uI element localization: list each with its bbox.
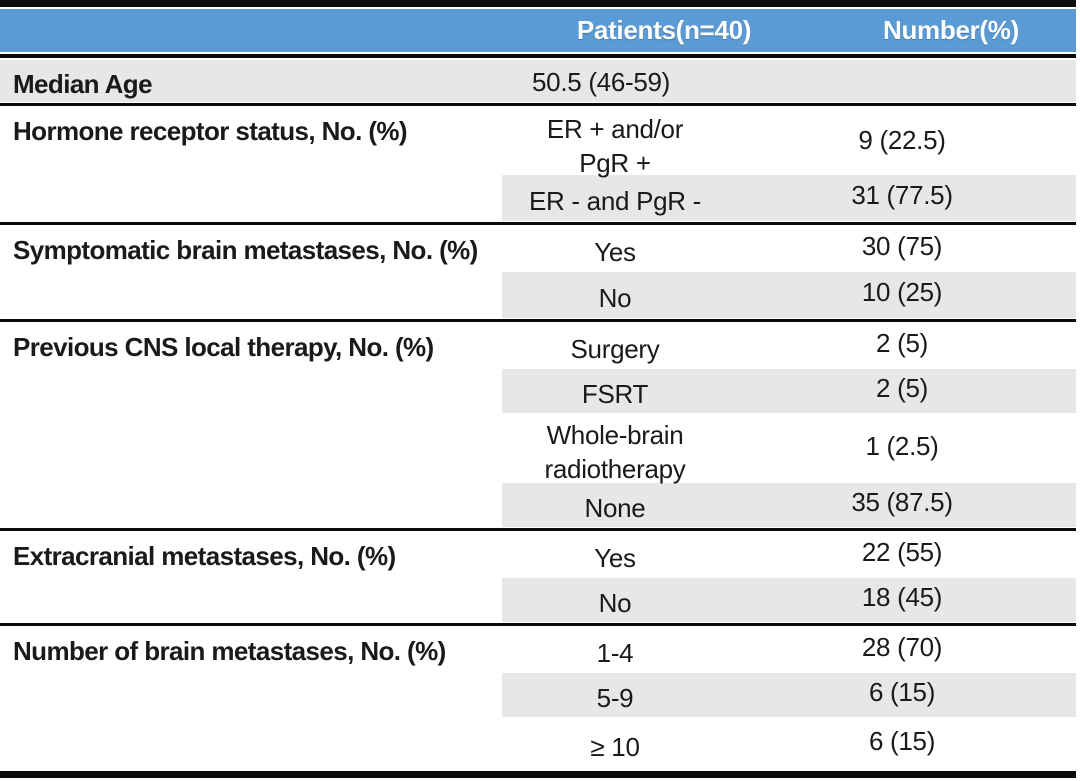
number-cell: 2 (5) [876, 372, 928, 403]
section-number-of-brain-metastases: Number of brain metastases, No. (%) 1-4 … [0, 627, 1076, 771]
table-row: ≥ 10 6 (15) [502, 717, 1076, 771]
patients-cell: No [598, 587, 632, 618]
table-row: Whole-brain radiotherapy 1 (2.5) [502, 413, 1076, 484]
section-divider [0, 222, 1076, 225]
table-row: No 18 (45) [502, 578, 1076, 622]
table-header-row: Patients(n=40) Number(%) [0, 9, 1076, 52]
header-divider [0, 54, 1076, 58]
section-label: Hormone receptor status, No. (%) [0, 107, 502, 221]
number-cell: 18 (45) [861, 581, 943, 612]
section-divider [0, 103, 1076, 106]
section-label: Previous CNS local therapy, No. (%) [0, 323, 502, 527]
header-patients: Patients(n=40) [576, 15, 752, 45]
patients-cell: None [584, 492, 646, 523]
table-top-border [0, 0, 1076, 7]
patients-cell: No [598, 282, 632, 313]
number-cell: 6 (15) [868, 725, 936, 756]
patients-cell: ER + and/or PgR + [546, 114, 684, 178]
section-divider [0, 319, 1076, 322]
section-median-age: Median Age 50.5 (46-59) [0, 60, 1076, 102]
section-hormone-receptor-status: Hormone receptor status, No. (%) ER + an… [0, 107, 1076, 221]
table-row: None 35 (87.5) [502, 483, 1076, 527]
patients-cell: 1-4 [596, 637, 634, 668]
table-row: ER + and/or PgR + 9 (22.5) [502, 107, 1076, 178]
patients-cell: Yes [594, 236, 636, 267]
table-row: ER - and PgR - 31 (77.5) [502, 175, 1076, 221]
section-divider [0, 528, 1076, 531]
section-label: Median Age [0, 60, 502, 102]
number-cell: 2 (5) [876, 327, 928, 358]
number-cell: 22 (55) [861, 536, 943, 567]
section-previous-cns-local-therapy: Previous CNS local therapy, No. (%) Surg… [0, 323, 1076, 527]
section-divider [0, 623, 1076, 626]
number-cell: 30 (75) [861, 230, 943, 261]
section-label: Number of brain metastases, No. (%) [0, 627, 502, 771]
header-number: Number(%) [883, 15, 1019, 45]
table-row: Yes 22 (55) [502, 532, 1076, 578]
table-row: No 10 (25) [502, 272, 1076, 318]
table-row: 1-4 28 (70) [502, 627, 1076, 673]
number-cell: 6 (15) [868, 676, 936, 707]
table-bottom-border [0, 771, 1076, 778]
table-row: FSRT 2 (5) [502, 369, 1076, 413]
table-row: Surgery 2 (5) [502, 323, 1076, 369]
patients-cell: Whole-brain radiotherapy [544, 420, 686, 484]
table-row: 5-9 6 (15) [502, 673, 1076, 717]
patients-cell: Yes [594, 542, 636, 573]
number-cell: 1 (2.5) [865, 431, 939, 461]
number-cell: 31 (77.5) [851, 179, 953, 210]
table-row: Yes 30 (75) [502, 226, 1076, 272]
number-cell: 9 (22.5) [858, 125, 946, 155]
section-extracranial-metastases: Extracranial metastases, No. (%) Yes 22 … [0, 532, 1076, 622]
number-cell: 28 (70) [861, 631, 943, 662]
section-label: Symptomatic brain metastases, No. (%) [0, 226, 502, 318]
patients-cell: ER - and PgR - [528, 185, 702, 216]
number-cell [728, 60, 1076, 102]
patients-cell: 50.5 (46-59) [532, 67, 671, 97]
number-cell: 10 (25) [861, 276, 943, 307]
patients-cell: 5-9 [596, 682, 634, 713]
section-symptomatic-brain-metastases: Symptomatic brain metastases, No. (%) Ye… [0, 226, 1076, 318]
table-row: 50.5 (46-59) [502, 60, 1076, 102]
patients-cell: Surgery [570, 333, 660, 364]
section-label: Extracranial metastases, No. (%) [0, 532, 502, 622]
patients-cell: ≥ 10 [590, 731, 640, 762]
patients-cell: FSRT [581, 378, 649, 409]
number-cell: 35 (87.5) [851, 486, 953, 517]
